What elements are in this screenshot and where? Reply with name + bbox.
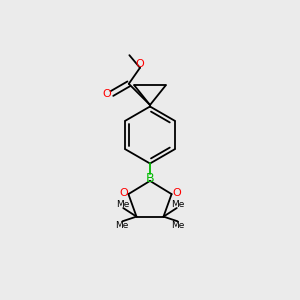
Text: Me: Me [172, 221, 185, 230]
Text: O: O [119, 188, 128, 198]
Text: Me: Me [116, 200, 129, 208]
Text: O: O [136, 59, 144, 69]
Text: B: B [146, 172, 154, 185]
Text: Me: Me [115, 221, 128, 230]
Text: O: O [102, 88, 111, 98]
Text: O: O [172, 188, 181, 198]
Text: Me: Me [171, 200, 184, 208]
